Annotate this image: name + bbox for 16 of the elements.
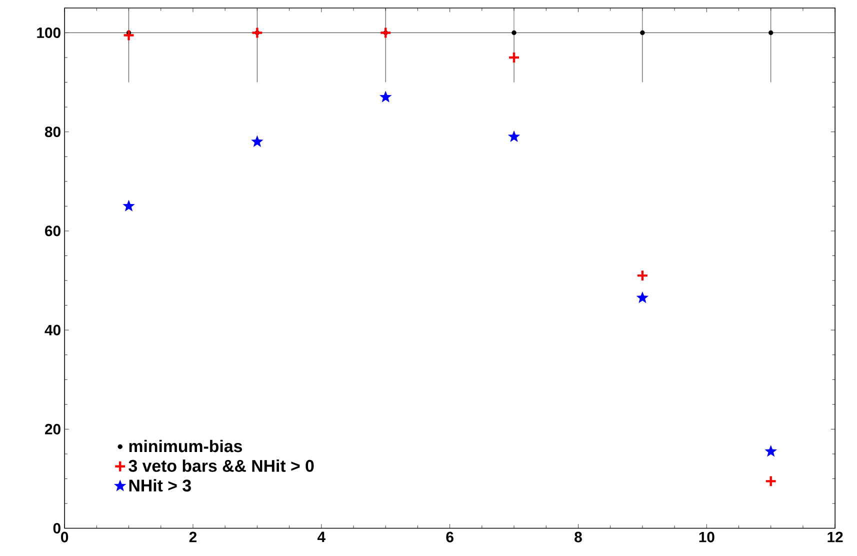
y-tick-label: 100 [37, 27, 60, 38]
x-tick-label: 2 [189, 532, 197, 542]
y-tick-label: 0 [53, 522, 60, 534]
legend-label: minimum-bias [129, 440, 242, 452]
x-tick-label: 12 [828, 532, 843, 542]
y-tick-label: 40 [44, 324, 60, 336]
x-tick-label: 10 [699, 532, 714, 542]
y-tick-label: 60 [45, 226, 60, 236]
legend-label: NHit > 3 [129, 479, 191, 492]
y-tick-label: 80 [44, 126, 60, 138]
x-tick-label: 0 [61, 532, 68, 542]
legend-label: 3 veto bars && NHit > 0 [128, 459, 314, 472]
x-tick-label: 6 [446, 532, 454, 542]
x-tick-label: 4 [317, 532, 326, 542]
y-tick-label: 20 [45, 424, 60, 434]
x-tick-label: 8 [574, 532, 582, 542]
